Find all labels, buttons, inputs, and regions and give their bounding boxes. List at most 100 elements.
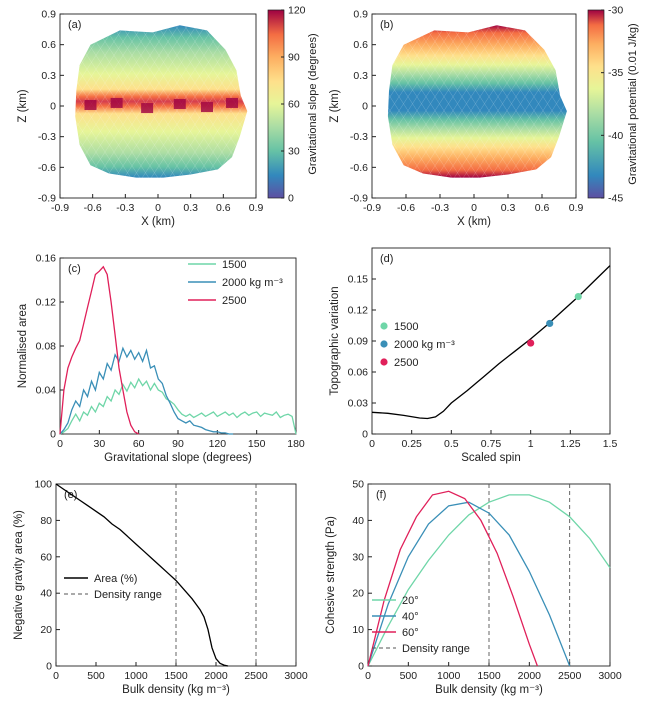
mesh-line <box>155 25 248 178</box>
mesh-line <box>387 25 403 178</box>
x-tick-label: 3000 <box>598 670 622 682</box>
y-tick-label: 0.08 <box>36 341 57 353</box>
mesh-line <box>75 25 127 178</box>
asteroid-potential-map <box>387 25 567 178</box>
panel-label: (f) <box>376 489 386 501</box>
x-tick-label: -0.6 <box>84 202 102 214</box>
colorbar-tick-label: 120 <box>288 5 306 17</box>
x-tick-label: 90 <box>172 438 184 450</box>
x-tick-label: 1000 <box>437 670 461 682</box>
mesh-line <box>194 25 248 178</box>
mesh-line <box>642 14 654 198</box>
y-tick-label: 0.9 <box>353 9 368 21</box>
y-axis-label: Z (km) <box>17 89 29 122</box>
x-tick-label: 1500 <box>164 670 188 682</box>
x-tick-label: 0.3 <box>183 202 198 214</box>
x-axis-label: X (km) <box>457 216 491 228</box>
mesh-line <box>422 25 544 178</box>
x-tick-label: 0 <box>471 202 477 214</box>
mesh-line <box>0 14 15 198</box>
high-slope-patch <box>141 103 154 114</box>
legend-label: 2500 <box>394 357 418 369</box>
y-tick-label: -0.6 <box>350 162 368 174</box>
y-tick-label: 0 <box>358 661 364 673</box>
mesh-line <box>503 25 567 178</box>
x-tick-label: 150 <box>248 438 266 450</box>
y-tick-label: 10 <box>352 624 364 636</box>
y-tick-label: -0.6 <box>38 162 56 174</box>
high-slope-patch <box>201 102 213 113</box>
mesh-line <box>431 25 553 178</box>
x-axis-label: Bulk density (kg m⁻³) <box>435 684 543 696</box>
series-line-1 <box>59 346 234 435</box>
y-tick-label: 40 <box>40 588 52 600</box>
y-tick-label: 0.03 <box>348 398 369 410</box>
mesh-line <box>476 25 567 178</box>
x-tick-label: 2000 <box>518 670 542 682</box>
mesh-line <box>387 25 466 178</box>
high-slope-patch <box>110 97 123 108</box>
panel-label: (a) <box>68 19 81 31</box>
x-tick-label: 0 <box>57 438 63 450</box>
mesh-line <box>158 25 248 178</box>
mesh-line <box>494 25 567 178</box>
mesh-line <box>285 14 405 198</box>
x-axis-label: Bulk density (kg m⁻³) <box>122 684 230 696</box>
x-tick-label: 0.3 <box>501 202 516 214</box>
mesh-line <box>0 14 69 198</box>
panel-label: (b) <box>380 19 393 31</box>
mesh-line <box>75 25 169 178</box>
x-tick-label: -0.3 <box>116 202 134 214</box>
mesh-line <box>425 25 547 178</box>
mesh-line <box>75 25 118 178</box>
mesh-line <box>267 14 387 198</box>
y-axis-label: Normalised area <box>17 303 29 388</box>
x-tick-label: 0 <box>369 438 375 450</box>
colorbar-tick-label: -40 <box>608 130 623 142</box>
panel-label: (c) <box>68 263 81 275</box>
asteroid-slope-map <box>75 25 248 178</box>
mesh-line <box>404 25 526 178</box>
y-tick-label: -0.3 <box>38 131 56 143</box>
x-tick-label: 60 <box>133 438 145 450</box>
panel-f: 0 500 1000 1500 2000 2500 3000 0 10 20 30 40 50 Bulk … <box>325 479 622 697</box>
mesh-line <box>387 25 457 178</box>
x-tick-label: 500 <box>400 670 418 682</box>
colorbar-tick-label: 60 <box>288 99 300 111</box>
y-tick-label: 20 <box>40 624 52 636</box>
x-tick-label: 0.9 <box>249 202 264 214</box>
y-tick-label: 0 <box>50 429 56 441</box>
strength-curve-0 <box>367 494 611 667</box>
legend-label: 2500 <box>222 295 246 307</box>
y-tick-label: 0.16 <box>36 253 57 265</box>
legend-marker <box>380 322 388 330</box>
mesh-line <box>434 25 556 178</box>
mesh-line <box>101 25 223 178</box>
mesh-line <box>557 25 567 178</box>
mesh-line <box>566 25 567 178</box>
y-axis-label: Topographic variation <box>329 286 341 395</box>
x-tick-label: 2500 <box>558 670 582 682</box>
legend-label: 1500 <box>394 321 418 333</box>
x-axis-label: Gravitational slope (degrees) <box>104 452 252 464</box>
x-tick-label: 0.5 <box>444 438 459 450</box>
mesh-line <box>485 25 567 178</box>
colorbar-label: Gravitational slope (degrees) <box>307 33 319 174</box>
x-tick-label: 0.6 <box>535 202 550 214</box>
legend-marker <box>380 340 388 348</box>
mesh-line <box>387 25 445 178</box>
mesh-line <box>560 25 567 178</box>
legend-label: 20° <box>402 595 419 607</box>
colorbar-tick-label: -35 <box>608 67 623 79</box>
y-tick-label: 30 <box>352 551 364 563</box>
y-tick-label: 0.12 <box>348 305 369 317</box>
mesh-line <box>104 25 226 178</box>
x-axis-label: X (km) <box>141 216 175 228</box>
colorbar-label: Gravitational potential (0.01 J/kg) <box>627 23 639 184</box>
mesh-line <box>470 25 567 178</box>
high-slope-patch <box>226 97 239 108</box>
x-tick-label: 1500 <box>477 670 501 682</box>
mesh-line <box>387 25 472 178</box>
mesh-line <box>0 14 18 198</box>
